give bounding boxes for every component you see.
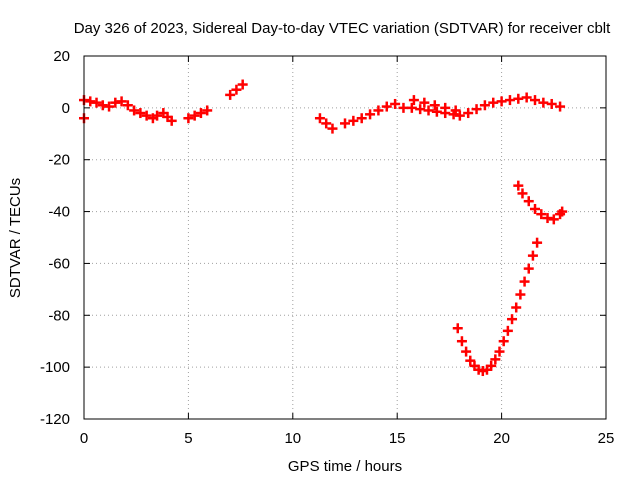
data-point bbox=[488, 97, 499, 108]
y-tick-label: 20 bbox=[53, 48, 70, 65]
data-point bbox=[91, 97, 102, 108]
data-point bbox=[415, 104, 426, 115]
data-point bbox=[97, 100, 108, 111]
axis-ticks: 0 5 10 15 20 25 20 0 -20 -40 -60 -80 -100 -120 bbox=[40, 48, 614, 447]
data-point bbox=[486, 360, 497, 371]
data-point bbox=[237, 79, 248, 90]
data-point bbox=[479, 100, 490, 111]
data-point bbox=[225, 89, 236, 100]
data-point bbox=[356, 113, 367, 124]
data-point bbox=[542, 213, 553, 224]
data-point bbox=[408, 95, 419, 106]
data-point bbox=[504, 95, 515, 106]
data-point bbox=[557, 206, 568, 217]
x-axis-label: GPS time / hours bbox=[288, 458, 402, 475]
y-tick-label: 0 bbox=[62, 100, 70, 117]
data-point bbox=[465, 355, 476, 366]
data-point bbox=[116, 96, 127, 107]
data-point bbox=[450, 105, 461, 116]
data-point bbox=[461, 346, 472, 357]
data-point bbox=[183, 113, 194, 124]
data-point bbox=[548, 214, 559, 225]
plot-frame bbox=[83, 55, 607, 420]
y-tick-label: -80 bbox=[48, 307, 70, 324]
data-point bbox=[327, 123, 338, 134]
data-point bbox=[406, 102, 417, 113]
data-point bbox=[521, 92, 532, 103]
x-tick-label: 25 bbox=[598, 430, 615, 447]
data-point bbox=[513, 180, 524, 191]
data-point bbox=[314, 113, 325, 124]
y-tick-label: -100 bbox=[40, 359, 70, 376]
data-point bbox=[555, 101, 566, 112]
y-tick-label: -120 bbox=[40, 411, 70, 428]
data-point bbox=[104, 101, 115, 112]
data-point bbox=[519, 276, 530, 287]
data-point bbox=[398, 102, 409, 113]
data-point bbox=[373, 105, 384, 116]
x-tick-label: 5 bbox=[184, 430, 192, 447]
data-point bbox=[202, 105, 213, 116]
y-axis-label: SDTVAR / TECUs bbox=[7, 178, 24, 298]
data-point bbox=[141, 110, 152, 121]
data-point bbox=[348, 115, 359, 126]
data-point bbox=[231, 84, 242, 95]
data-point bbox=[195, 108, 206, 119]
data-point bbox=[423, 105, 434, 116]
chart-title: Day 326 of 2023, Sidereal Day-to-day VTE… bbox=[74, 20, 611, 37]
data-point bbox=[129, 105, 140, 116]
data-point bbox=[523, 263, 534, 274]
data-point bbox=[365, 109, 376, 120]
y-tick-label: -20 bbox=[48, 152, 70, 169]
data-point bbox=[532, 237, 543, 248]
data-point bbox=[440, 102, 451, 113]
data-point bbox=[523, 196, 534, 207]
data-point bbox=[429, 100, 440, 111]
data-point bbox=[536, 209, 547, 220]
x-tick-label: 0 bbox=[80, 430, 88, 447]
data-point bbox=[498, 336, 509, 347]
data-point bbox=[502, 325, 513, 336]
data-point bbox=[546, 98, 557, 109]
data-point bbox=[189, 110, 200, 121]
data-point bbox=[390, 98, 401, 109]
data-point bbox=[122, 100, 133, 111]
data-point bbox=[496, 96, 507, 107]
data-point bbox=[527, 250, 538, 261]
data-point bbox=[494, 346, 505, 357]
data-point bbox=[135, 108, 146, 119]
data-point bbox=[85, 96, 96, 107]
x-tick-label: 15 bbox=[389, 430, 406, 447]
data-point bbox=[431, 106, 442, 117]
y-tick-label: -40 bbox=[48, 204, 70, 221]
data-point bbox=[513, 93, 524, 104]
data-point bbox=[538, 97, 549, 108]
data-point bbox=[454, 110, 465, 121]
data-point bbox=[452, 323, 463, 334]
data-point bbox=[490, 354, 501, 365]
y-tick-label: -60 bbox=[48, 255, 70, 272]
data-point bbox=[463, 108, 474, 119]
data-point bbox=[110, 97, 121, 108]
data-point bbox=[456, 336, 467, 347]
data-point bbox=[471, 104, 482, 115]
data-point bbox=[511, 302, 522, 313]
data-point bbox=[517, 188, 528, 199]
data-point bbox=[321, 118, 332, 129]
data-series bbox=[79, 79, 568, 377]
x-tick-label: 20 bbox=[493, 430, 510, 447]
data-point bbox=[419, 97, 430, 108]
data-point bbox=[530, 95, 541, 106]
data-point bbox=[507, 314, 518, 325]
x-tick-label: 10 bbox=[284, 430, 301, 447]
data-point bbox=[166, 115, 177, 126]
data-point bbox=[381, 101, 392, 112]
data-point bbox=[340, 118, 350, 129]
data-point bbox=[530, 203, 541, 214]
data-point bbox=[515, 289, 526, 300]
data-point bbox=[152, 110, 163, 121]
